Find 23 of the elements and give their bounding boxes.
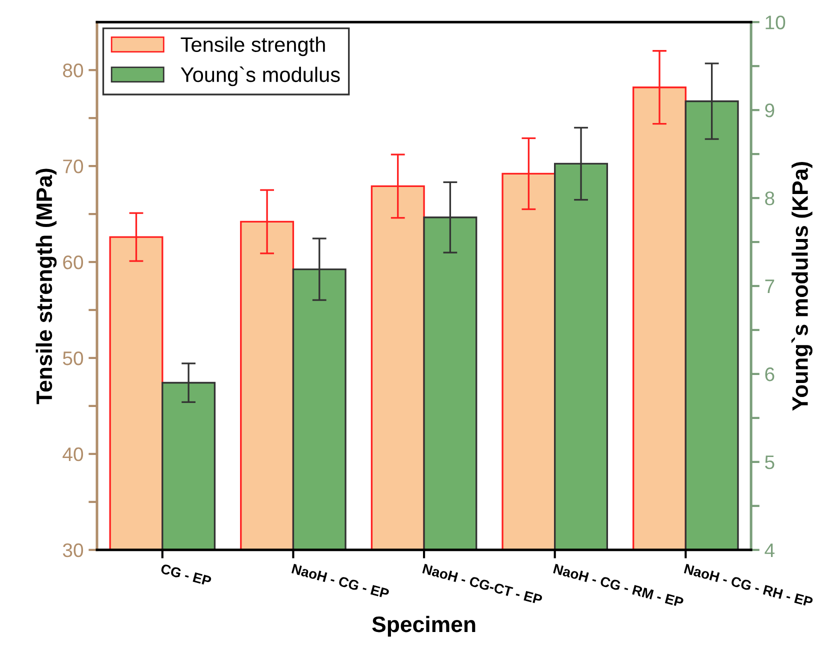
x-tick-label: NaoH - CG - RH - EP [684, 564, 814, 608]
legend-label: Young`s modulus [180, 66, 340, 86]
y-tick-label: 30 [62, 543, 84, 558]
y-tick-label: 60 [63, 255, 84, 270]
y2-tick-label: 6 [765, 367, 774, 382]
y2-tick-label: 5 [765, 456, 774, 470]
y2-tick-label: 8 [765, 192, 774, 206]
y2-tick-label: 10 [766, 16, 786, 30]
y2-axis-title: Young`s modulus (KPa) [791, 162, 812, 411]
x-tick-label: NaoH - CG-CT - EP [422, 564, 543, 605]
x-tick-label: NaoH - CG - RM - EP [553, 564, 684, 608]
x-tick-label: NaoH - CG - EP [291, 564, 390, 599]
y-tick-label: 50 [62, 351, 84, 366]
x-tick-label: CG - EP [160, 564, 212, 586]
y2-tick-label: 4 [764, 544, 775, 557]
y-tick-label: 70 [63, 160, 84, 174]
y2-tick-label: 7 [765, 280, 774, 294]
y2-tick-label: 9 [765, 104, 774, 118]
y-axis-title: Tensile strength (MPa) [36, 168, 57, 404]
y-tick-label: 80 [63, 64, 84, 78]
y-tick-label: 40 [62, 447, 84, 462]
legend-label: Tensile strength [180, 36, 325, 56]
x-axis-title: Specimen [372, 616, 476, 637]
